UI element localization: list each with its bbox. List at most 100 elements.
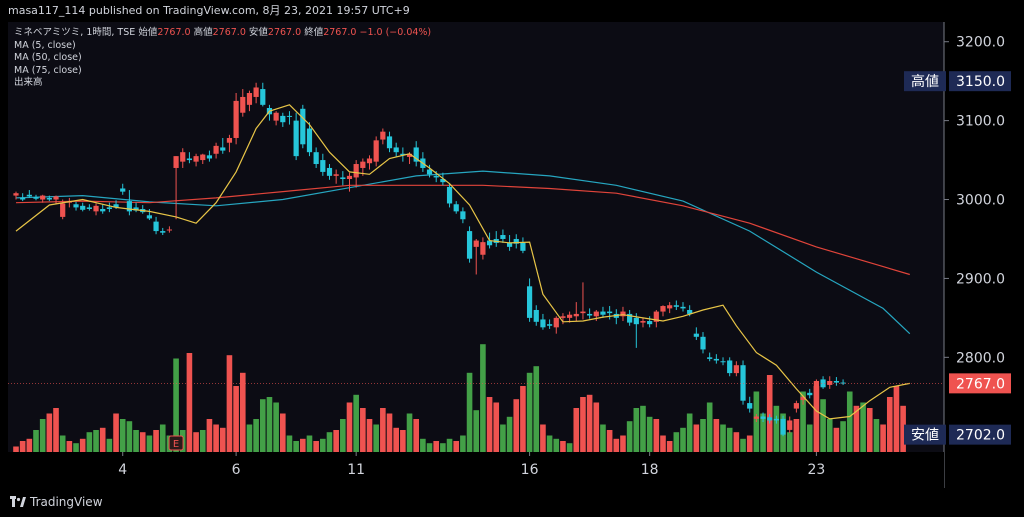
candle-body — [486, 240, 493, 246]
candle-body — [166, 229, 173, 231]
candle-body — [406, 153, 413, 157]
candle-body — [827, 380, 833, 385]
price-axis-bg — [944, 22, 1016, 488]
candle-body — [306, 128, 313, 153]
legend-low-value: 2767.0 — [267, 27, 302, 38]
volume-bar — [633, 408, 640, 452]
legend-ohlc-row: ミネベアミツミ, 1時間, TSE 始値2767.0 高値2767.0 安値27… — [14, 27, 431, 40]
x-tick-label: 11 — [347, 462, 365, 478]
candle-body — [640, 321, 646, 323]
candle-body — [313, 152, 319, 165]
candle-body — [173, 156, 179, 168]
candle-body — [540, 319, 546, 328]
volume-bar — [560, 441, 566, 452]
volume-bar — [833, 427, 840, 452]
legend-low-label: 安値 — [248, 27, 268, 38]
low-price-badge-label-bg — [904, 424, 946, 445]
ma75-line — [15, 184, 910, 276]
candle-body — [793, 403, 799, 409]
footer-brand: TradingView — [30, 495, 103, 509]
candle-body — [353, 164, 359, 178]
price-axis[interactable]: 3200.0 3100.0 3000.0 2900.0 2800.0 高値 3150.0 27… — [904, 22, 1016, 488]
volume-bar — [386, 413, 393, 452]
x-tick-label: 23 — [807, 462, 825, 478]
candle-body — [180, 152, 186, 162]
candle-body — [813, 380, 819, 393]
volume-bar — [440, 443, 446, 452]
candle-body — [246, 93, 253, 105]
volume-bar — [766, 375, 773, 452]
candle-body — [333, 174, 339, 176]
candle-body — [46, 197, 52, 200]
candle-body — [80, 205, 86, 210]
volume-bar — [300, 438, 306, 452]
chart-area[interactable]: E 3200.0 3100.0 3000.0 2900.0 2800.0 高値 3150.0… — [8, 22, 1016, 488]
candle-body — [273, 112, 279, 121]
volume-bar — [400, 430, 406, 452]
time-axis[interactable]: 4 6 11 16 18 23 — [8, 452, 944, 488]
legend-high-value: 2767.0 — [212, 27, 246, 38]
ma50-line — [15, 170, 911, 335]
volume-bar — [346, 402, 353, 452]
candle-body — [340, 177, 346, 180]
candle-body — [33, 197, 39, 199]
volume-bar — [726, 427, 733, 452]
candle-body — [787, 420, 793, 430]
candle-body — [753, 416, 759, 419]
candle-body — [26, 194, 32, 197]
legend-indicator-ma75[interactable]: MA (75, close) — [14, 64, 82, 76]
candle-body — [653, 311, 659, 322]
volume-bar — [280, 413, 286, 452]
legend-symbol: ミネベアミツミ, 1時間, TSE — [14, 27, 136, 38]
volume-bar — [59, 435, 66, 452]
legend-indicator-ma5[interactable]: MA (5, close) — [14, 39, 76, 51]
y-tick-label: 3100.0 — [956, 114, 1005, 130]
volume-bar — [106, 438, 113, 452]
candle-body — [747, 403, 753, 409]
volume-bar — [580, 397, 586, 452]
volume-bar — [773, 405, 780, 452]
volume-bar — [173, 358, 179, 452]
volume-bar — [239, 372, 246, 452]
volume-bar — [826, 419, 833, 452]
candle-body — [300, 108, 306, 145]
legend-indicator-volume[interactable]: 出来高 — [14, 77, 43, 88]
candle-body — [660, 306, 666, 312]
candle-body — [386, 136, 393, 149]
volume-bar — [373, 424, 379, 452]
x-tick-label: 18 — [641, 462, 659, 478]
candle-body — [760, 416, 766, 419]
candle-body — [193, 156, 199, 162]
candle-body — [580, 311, 586, 314]
volume-bar — [546, 435, 553, 452]
volume-bar — [713, 419, 720, 452]
candle-body — [53, 196, 59, 200]
price-chart[interactable]: E 3200.0 3100.0 3000.0 2900.0 2800.0 高値 3150.0… — [8, 22, 1016, 488]
volume-bar — [566, 443, 573, 452]
volume-bar — [420, 438, 426, 452]
volume-bar — [186, 353, 193, 452]
y-tick-label: 2800.0 — [956, 350, 1005, 366]
candle-body — [687, 309, 693, 314]
candle-body — [780, 418, 786, 435]
volume-bar — [866, 408, 873, 452]
volume-bar — [626, 421, 633, 452]
candle-body — [200, 154, 206, 161]
candle-body — [513, 238, 519, 244]
legend-indicator-ma50[interactable]: MA (50, close) — [14, 52, 82, 63]
candle-body — [113, 204, 119, 208]
low-price-badge-value: 2702.0 — [956, 428, 1005, 444]
volume-bar — [680, 427, 686, 452]
volume-bars — [13, 344, 906, 452]
publisher-header: masa117_114 published on TradingView.com… — [0, 0, 1024, 22]
candle-body — [807, 392, 813, 396]
candle-body — [93, 205, 99, 212]
volume-bar — [199, 430, 206, 452]
time-axis-bg — [8, 452, 944, 488]
volume-bar — [66, 441, 73, 452]
candle-body — [667, 305, 673, 309]
earnings-icon — [168, 435, 184, 451]
earnings-icon-letter: E — [173, 439, 179, 450]
candle-body — [240, 96, 246, 113]
volume-bar — [813, 386, 820, 452]
